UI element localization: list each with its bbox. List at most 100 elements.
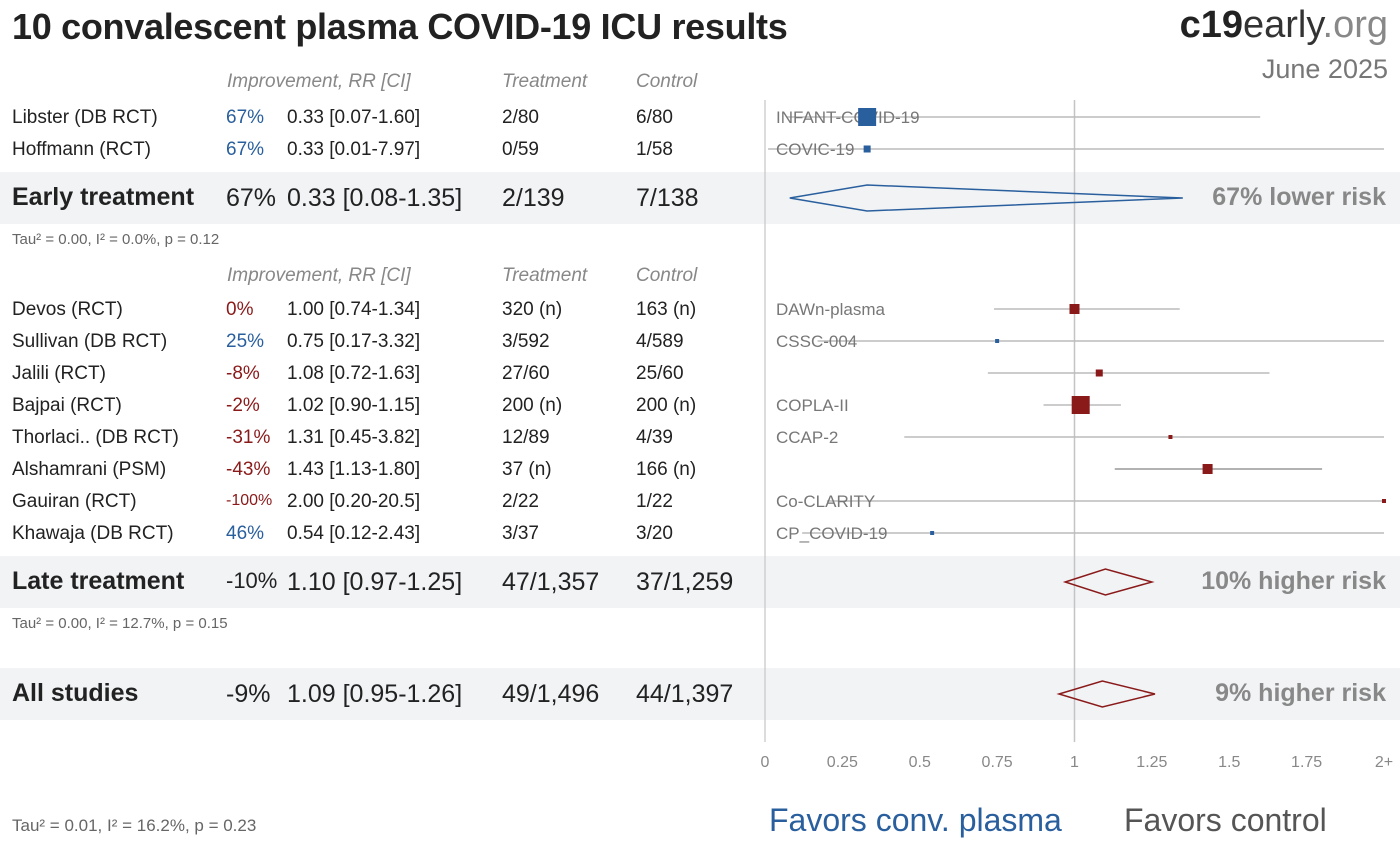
study-name: Gauiran (RCT) [12,491,137,512]
study-rr: 0.33 [0.07-1.60] [287,107,421,128]
trial-label: COPLA-II [776,396,849,415]
study-rr: 0.33 [0.01-7.97] [287,139,421,160]
study-name: Khawaja (DB RCT) [12,523,174,544]
study-treatment: 0/59 [502,139,539,160]
trial-label: COVIC-19 [776,140,854,159]
study-improvement: 67% [226,139,265,160]
trial-label: CCAP-2 [776,428,838,447]
study-improvement: -2% [226,395,260,416]
group-label-all: All studies [12,679,139,707]
brand-logo: c19early.org [1180,4,1388,47]
study-rr: 1.43 [1.13-1.80] [287,459,421,480]
study-name: Libster (DB RCT) [12,107,158,128]
overall-stats: Tau² = 0.01, I² = 16.2%, p = 0.23 [12,816,257,835]
group-summary-early: 67% lower risk [1212,183,1386,211]
study-control: 1/22 [636,491,673,512]
study-name: Sullivan (DB RCT) [12,331,168,352]
study-control: 4/589 [636,331,684,352]
page-title: 10 convalescent plasma COVID-19 ICU resu… [12,6,788,47]
study-control: 4/39 [636,427,673,448]
group-control-all: 44/1,397 [636,680,734,708]
study-treatment: 2/22 [502,491,539,512]
col-header-treatment: Treatment [502,71,588,92]
group-stats-early: Tau² = 0.00, I² = 0.0%, p = 0.12 [12,231,220,248]
pooled-diamond-early [789,184,1183,212]
study-treatment: 2/80 [502,107,539,128]
trial-label: DAWn-plasma [776,300,885,319]
study-treatment: 37 (n) [502,459,552,480]
group-treatment-early: 2/139 [502,184,565,212]
study-name: Thorlaci.. (DB RCT) [12,427,179,448]
group-control-early: 7/138 [636,184,699,212]
brand-tld: .org [1322,4,1388,46]
col-header-treatment: Treatment [502,265,588,286]
group-treatment-all: 49/1,496 [502,680,600,708]
study-treatment: 12/89 [502,427,550,448]
x-tick-label: 2+ [1375,754,1393,771]
study-rr: 1.31 [0.45-3.82] [287,427,421,448]
study-marker [863,145,871,153]
study-treatment: 320 (n) [502,299,563,320]
study-control: 200 (n) [636,395,697,416]
favors-treatment-label: Favors conv. plasma [769,802,1062,838]
study-improvement: -8% [226,363,260,384]
x-tick-label: 0.25 [827,754,858,771]
study-marker [1202,464,1213,474]
x-tick-label: 1.75 [1291,754,1322,771]
x-tick-label: 0.75 [982,754,1013,771]
x-tick-label: 1.25 [1136,754,1167,771]
brand-rest: early [1242,4,1323,46]
trial-label: CP_COVID-19 [776,524,887,543]
group-rr-all: 1.09 [0.95-1.26] [287,680,463,708]
study-marker [1382,499,1386,503]
col-header-improvement: Improvement, RR [CI] [227,71,411,92]
study-control: 166 (n) [636,459,697,480]
brand-bold: c19 [1179,4,1243,46]
study-improvement: 25% [226,331,265,352]
study-control: 6/80 [636,107,673,128]
study-control: 163 (n) [636,299,697,320]
study-control: 25/60 [636,363,684,384]
study-treatment: 3/592 [502,331,550,352]
study-improvement: 46% [226,523,265,544]
study-marker [1095,369,1103,377]
group-treatment-late: 47/1,357 [502,568,600,596]
study-improvement: -31% [226,427,271,448]
group-rr-late: 1.10 [0.97-1.25] [287,568,463,596]
trial-label: INFANT-COVID-19 [776,108,920,127]
col-header-improvement: Improvement, RR [CI] [227,265,411,286]
study-name: Devos (RCT) [12,299,123,320]
all-band [0,668,1400,720]
group-improvement-early: 67% [226,184,277,212]
study-name: Bajpai (RCT) [12,395,122,416]
late-band [0,556,1400,608]
study-improvement: 0% [226,299,254,320]
group-control-late: 37/1,259 [636,568,734,596]
study-treatment: 3/37 [502,523,539,544]
study-rr: 0.54 [0.12-2.43] [287,523,421,544]
study-rr: 1.00 [0.74-1.34] [287,299,421,320]
date-label: June 2025 [1261,54,1388,84]
study-improvement: 67% [226,107,265,128]
group-improvement-all: -9% [226,680,271,708]
favors-control-label: Favors control [1124,802,1327,838]
group-improvement-late: -10% [226,568,278,593]
study-treatment: 27/60 [502,363,550,384]
group-summary-late: 10% higher risk [1201,567,1386,595]
group-rr-early: 0.33 [0.08-1.35] [287,184,463,212]
group-stats-late: Tau² = 0.00, I² = 12.7%, p = 0.15 [12,615,228,632]
study-improvement: -100% [226,492,273,509]
study-rr: 1.08 [0.72-1.63] [287,363,421,384]
study-treatment: 200 (n) [502,395,563,416]
study-name: Hoffmann (RCT) [12,139,152,160]
x-tick-label: 1.5 [1218,754,1240,771]
trial-label: Co-CLARITY [776,492,875,511]
study-marker [995,339,1000,343]
x-tick-label: 0.5 [909,754,931,771]
study-marker [1071,396,1090,414]
col-header-control: Control [636,71,698,92]
col-header-control: Control [636,265,698,286]
study-marker [1168,435,1173,439]
study-control: 3/20 [636,523,673,544]
